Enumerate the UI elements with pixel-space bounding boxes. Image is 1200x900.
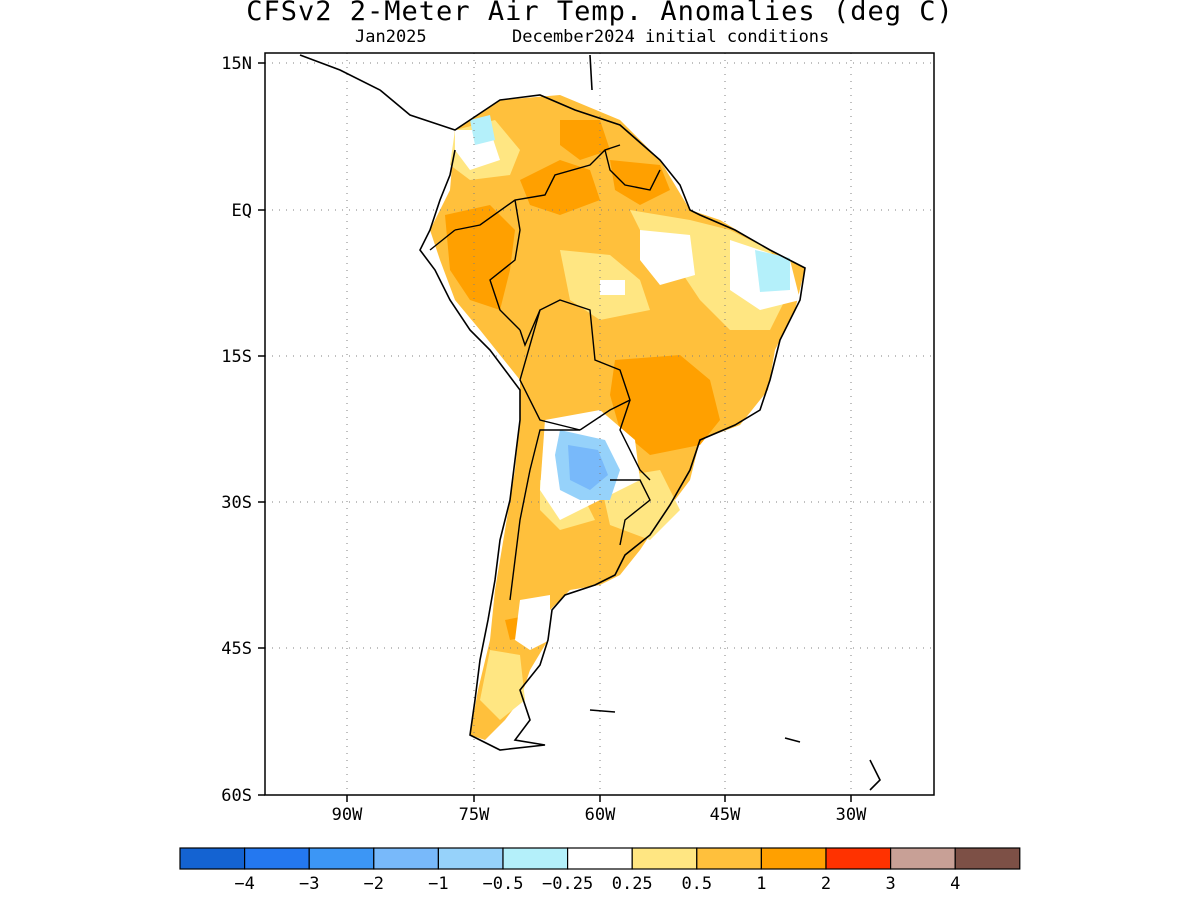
anomaly-region-1-2	[445, 205, 515, 310]
colorbar-label: 1	[756, 874, 766, 894]
colorbar-swatch	[760, 847, 827, 870]
lat-label: 45S	[221, 639, 252, 659]
colorbar-label: −2	[364, 874, 384, 894]
colorbar-label: −4	[234, 874, 254, 894]
colorbar-swatch	[244, 847, 310, 870]
colorbar	[179, 847, 1021, 870]
colorbar-label: 0.5	[681, 874, 712, 894]
map-title: CFSv2 2-Meter Air Temp. Anomalies (deg C…	[246, 0, 954, 27]
colorbar-swatch	[179, 847, 246, 870]
lat-label: EQ	[232, 201, 252, 221]
colorbar-swatch	[437, 847, 504, 870]
anomaly-region-neutral	[640, 230, 695, 285]
valid-month: Jan2025	[355, 27, 427, 47]
colorbar-swatch	[696, 847, 762, 870]
anomaly-region-1-2	[520, 160, 600, 215]
init-conditions: December2024 initial conditions	[512, 27, 830, 47]
colorbar-swatch	[889, 847, 956, 870]
colorbar-swatch	[308, 847, 375, 870]
lat-label: 15S	[221, 347, 252, 367]
colorbar-swatch	[566, 847, 633, 870]
lon-label: 60W	[585, 805, 616, 825]
lon-label: 90W	[332, 805, 363, 825]
country-borders	[429, 144, 661, 601]
lat-label: 30S	[221, 493, 252, 513]
colorbar-label: 4	[950, 874, 960, 894]
colorbar-swatch	[954, 847, 1021, 870]
anomaly-region-1-2	[560, 120, 610, 160]
anomaly-region-1-2	[610, 355, 720, 455]
anomaly-region-025-05	[480, 650, 525, 720]
shaded-field	[430, 95, 805, 740]
colorbar-label: −0.25	[542, 874, 593, 894]
colorbar-label: −3	[299, 874, 319, 894]
anomaly-region-neutral	[600, 280, 625, 295]
anomaly-region-neg-025	[470, 115, 495, 145]
colorbar-label: −0.5	[483, 874, 524, 894]
lon-label: 30W	[836, 805, 867, 825]
lon-label: 75W	[459, 805, 490, 825]
lat-ticks	[258, 62, 265, 796]
anomaly-region-neutral	[515, 595, 550, 650]
lon-ticks	[346, 795, 852, 802]
lat-label: 60S	[221, 786, 252, 806]
coastline	[299, 54, 881, 791]
colorbar-label: 3	[885, 874, 895, 894]
colorbar-swatch	[825, 847, 892, 870]
colorbar-labels: −4 −3 −2 −1 −0.5 −0.25 0.25 0.5 1 2 3 4	[234, 874, 960, 894]
colorbar-swatch	[373, 847, 439, 870]
colorbar-swatch	[502, 847, 569, 870]
lat-label: 15N	[221, 54, 252, 74]
colorbar-label: −1	[428, 874, 448, 894]
colorbar-swatch	[631, 847, 698, 870]
anomaly-region-1-2	[610, 160, 670, 205]
anomaly-region-neg-025	[755, 250, 790, 292]
colorbar-label: 2	[821, 874, 831, 894]
colorbar-label: 0.25	[612, 874, 653, 894]
graticule	[265, 53, 934, 795]
anomaly-region-neg-1	[568, 445, 608, 490]
lon-label: 45W	[710, 805, 741, 825]
